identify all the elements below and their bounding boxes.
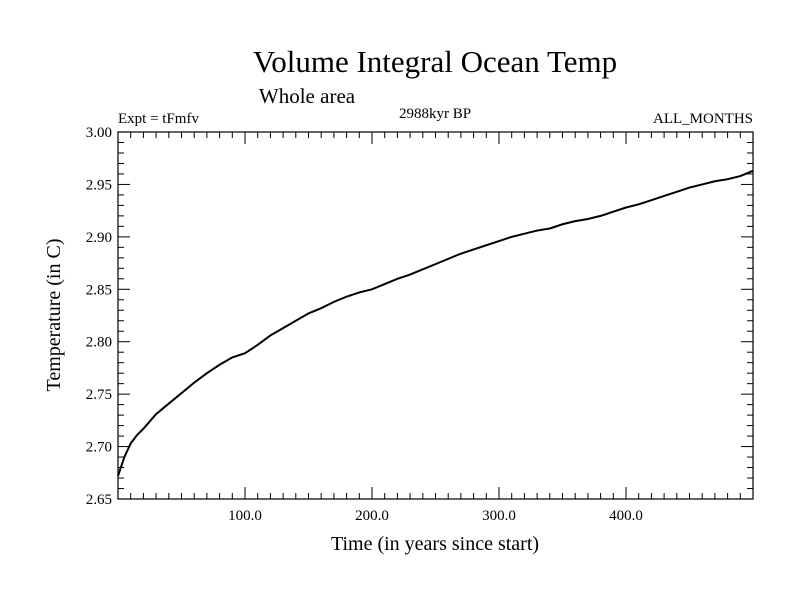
x-axis: 100.0 200.0 300.0 400.0 — [130, 132, 741, 524]
y-tick-label: 2.80 — [86, 335, 112, 351]
x-tick-label: 300.0 — [482, 508, 516, 524]
y-tick-label: 2.75 — [86, 387, 112, 403]
plot-frame — [117, 131, 754, 500]
y-tick-label: 2.70 — [86, 440, 112, 456]
experiment-label: Expt = tFmfv — [118, 111, 199, 127]
y-tick-label: 2.65 — [86, 492, 112, 508]
x-axis-label: Time (in years since start) — [331, 533, 539, 555]
period-label: 2988kyr BP — [399, 106, 471, 122]
y-tick-label: 2.85 — [86, 282, 112, 298]
chart-title: Volume Integral Ocean Temp — [253, 44, 617, 79]
y-tick-label: 2.90 — [86, 230, 112, 246]
y-tick-label: 2.95 — [86, 177, 112, 193]
temperature-series-line — [117, 169, 754, 477]
x-tick-label: 100.0 — [228, 508, 262, 524]
months-label: ALL_MONTHS — [653, 111, 753, 127]
y-axis: 2.65 2.70 2.75 2.80 2.85 2.90 2.95 3.00 — [86, 125, 753, 508]
y-tick-label: 3.00 — [86, 125, 112, 141]
y-axis-label: Temperature (in C) — [43, 239, 65, 392]
x-tick-label: 200.0 — [355, 508, 389, 524]
x-tick-label: 400.0 — [609, 508, 643, 524]
chart-subtitle: Whole area — [259, 84, 356, 108]
